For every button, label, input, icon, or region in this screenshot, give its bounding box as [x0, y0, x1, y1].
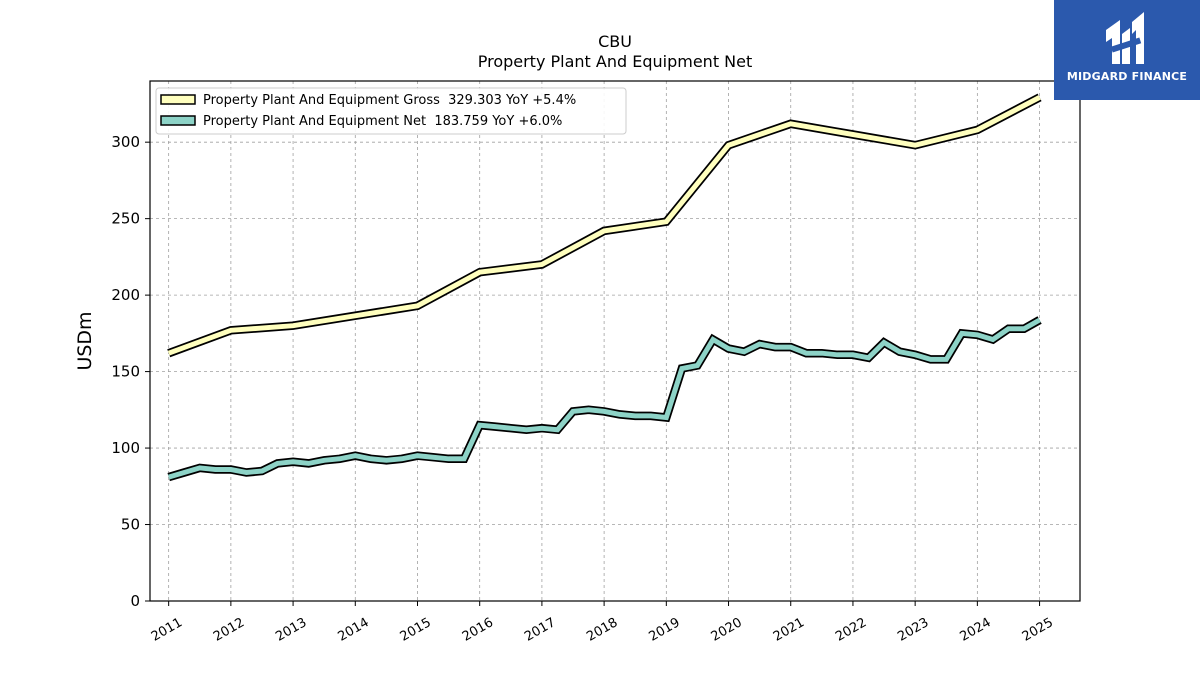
x-tick-label: 2024 — [958, 615, 994, 645]
plot-area — [149, 80, 1081, 602]
logo-text: MIDGARD FINANCE — [1066, 70, 1188, 83]
series-layer — [167, 93, 1042, 482]
x-tick-label: 2025 — [1020, 615, 1056, 645]
legend-label-net: Property Plant And Equipment Net 183.759… — [203, 114, 562, 129]
x-tick-label: 2018 — [584, 615, 620, 645]
y-tick-label: 300 — [111, 133, 140, 151]
x-tick-label: 2015 — [398, 615, 434, 645]
x-tick-label: 2016 — [460, 615, 496, 645]
y-tick-label: 0 — [130, 592, 140, 610]
x-tick-label: 2017 — [522, 615, 558, 645]
y-tick-label: 250 — [111, 210, 140, 228]
midgard-logo-icon — [1106, 12, 1144, 64]
chart-subtitle: Property Plant And Equipment Net — [478, 52, 753, 71]
y-tick-label: 100 — [111, 439, 140, 457]
legend-frame — [155, 87, 627, 135]
legend-swatch-net — [160, 115, 196, 126]
y-ticks: 0 50 100 150 200 250 300 — [111, 133, 150, 610]
legend-swatch-gross — [160, 94, 196, 105]
y-axis-label: USDm — [74, 311, 96, 370]
x-tick-label: 2023 — [895, 615, 931, 645]
legend: Property Plant And Equipment Gross 329.3… — [155, 87, 627, 135]
x-tick-label: 2022 — [833, 615, 869, 645]
y-tick-label: 150 — [111, 363, 140, 381]
x-tick-label: 2020 — [709, 615, 745, 645]
x-ticks: 2011 2012 2013 2014 2015 2016 2017 2018 2019 2020… — [149, 601, 1056, 645]
gridlines — [150, 81, 1080, 601]
brand-logo: MIDGARD FINANCE — [1054, 0, 1200, 100]
series-line-net — [167, 317, 1041, 480]
x-tick-label: 2013 — [273, 615, 309, 645]
series-line-gross — [167, 95, 1041, 356]
x-tick-label: 2014 — [335, 615, 371, 645]
x-tick-label: 2012 — [211, 615, 247, 645]
x-tick-label: 2019 — [646, 615, 682, 645]
y-tick-label: 50 — [121, 516, 140, 534]
x-tick-label: 2011 — [149, 615, 185, 645]
y-tick-label: 200 — [111, 286, 140, 304]
x-tick-label: 2021 — [771, 615, 807, 645]
legend-label-gross: Property Plant And Equipment Gross 329.3… — [203, 93, 576, 108]
chart-title: CBU — [598, 32, 632, 51]
